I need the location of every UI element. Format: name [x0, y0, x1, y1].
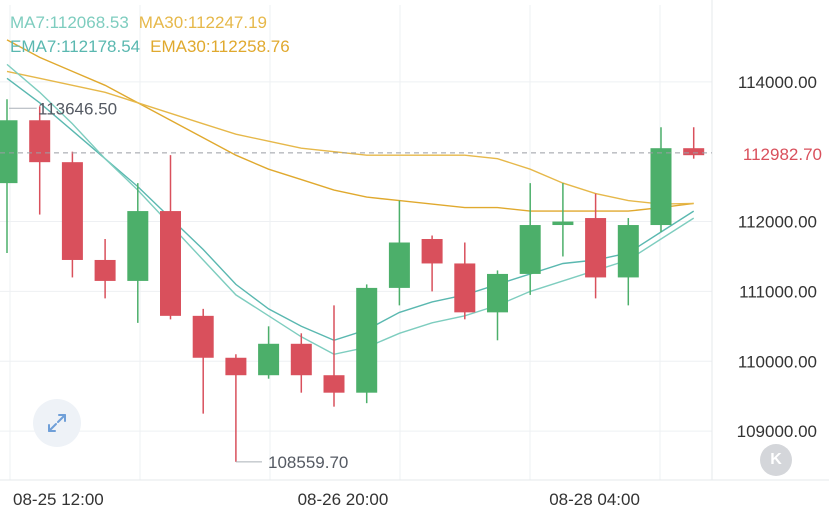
legend-ma30: MA30:112247.19 — [138, 13, 268, 32]
candle-body — [290, 343, 312, 376]
legend-row-ema: EMA7:112178.54 EMA30:112258.76 — [10, 36, 300, 58]
candle-body — [388, 242, 410, 288]
high-price-label: 113646.50 — [38, 99, 117, 118]
candle-body — [127, 211, 149, 281]
candle — [29, 106, 51, 215]
candle — [585, 193, 607, 299]
candle — [356, 284, 378, 404]
y-tick-label: 109000.00 — [737, 422, 817, 441]
ema7-line — [6, 77, 695, 342]
ma7-line — [6, 63, 695, 356]
candle-body — [421, 239, 443, 264]
legend-ma7: MA7:112068.53 — [10, 13, 129, 32]
candle — [127, 183, 149, 323]
ema30-line — [6, 39, 694, 212]
candle — [258, 326, 280, 379]
x-tick-label: 08-28 04:00 — [549, 490, 640, 509]
candle-body — [61, 162, 83, 260]
legend-ema7: EMA7:112178.54 — [10, 37, 141, 56]
candle — [650, 127, 672, 233]
last-price-label: 112982.70 — [743, 145, 822, 164]
candle-body — [454, 263, 476, 313]
candle-body — [94, 259, 116, 281]
candle — [487, 270, 508, 341]
candle-body — [192, 315, 214, 358]
candles — [0, 99, 705, 462]
ma30-line — [6, 70, 694, 205]
x-tick-label: 08-26 20:00 — [298, 490, 389, 509]
candle-body — [650, 148, 672, 226]
y-tick-label: 112000.00 — [738, 213, 817, 232]
moving-average-lines — [6, 39, 695, 356]
candle — [617, 218, 639, 306]
candle — [519, 183, 541, 295]
candle — [192, 308, 214, 414]
candle — [160, 155, 181, 320]
candle — [323, 305, 345, 407]
candle — [552, 183, 574, 257]
candle — [388, 200, 410, 306]
candle-body — [258, 343, 280, 376]
candle-body — [356, 287, 378, 393]
candle-body — [552, 221, 574, 226]
legend-row-ma: MA7:112068.53 MA30:112247.19 — [10, 12, 277, 34]
candle — [0, 99, 18, 253]
candle-body — [323, 375, 345, 393]
candle-body — [585, 218, 607, 278]
low-price-label: 108559.70 — [268, 453, 348, 472]
candle-body — [160, 211, 181, 316]
x-tick-label: 08-25 12:00 — [13, 490, 104, 509]
candle — [683, 127, 705, 159]
candle — [290, 333, 312, 393]
candle — [225, 354, 247, 462]
grid-lines — [0, 0, 829, 481]
candle-body — [487, 273, 508, 313]
kline-button[interactable]: K — [760, 444, 792, 476]
candle-body — [519, 225, 541, 274]
candle-body — [617, 225, 639, 278]
legend-ema30: EMA30:112258.76 — [150, 37, 290, 56]
candle-body — [683, 148, 705, 156]
y-tick-label: 111000.00 — [739, 282, 817, 301]
k-letter-icon: K — [770, 451, 782, 468]
candle-body — [225, 357, 247, 376]
candle — [421, 235, 443, 292]
candle-body — [0, 120, 18, 184]
candle — [94, 239, 116, 299]
axis-labels: 114000.00 112000.00 111000.00 110000.00 1090… — [13, 73, 817, 509]
candle — [454, 242, 476, 320]
expand-arrows-icon — [48, 414, 66, 432]
y-tick-label: 110000.00 — [738, 352, 817, 371]
candle-body — [29, 120, 51, 163]
expand-button[interactable] — [33, 399, 81, 447]
reference-layer: 112982.70 113646.50 108559.70 — [0, 99, 822, 472]
candle — [61, 151, 83, 278]
y-tick-label: 114000.00 — [738, 73, 817, 92]
